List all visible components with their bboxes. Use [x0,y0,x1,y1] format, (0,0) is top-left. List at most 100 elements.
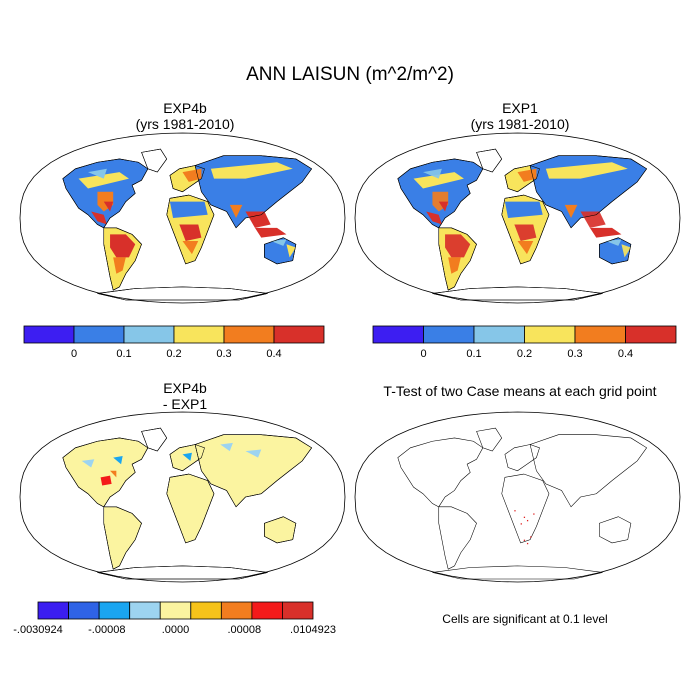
panel3-europe-coast [169,444,205,472]
panel3-colorbar-box-7 [251,601,283,620]
panel2-greenland-coast [476,148,503,173]
panel1-colorbar-tick-label-3: 0.3 [216,348,232,360]
panel2-colorbar-tick-label-2: 0.2 [516,348,533,360]
panel4-north-america [397,437,484,508]
panel3-title: EXP4b - EXP1 [40,380,330,412]
panel1-canada-light [88,168,107,179]
panel3-colorbar-tick-label-1: -.00008 [88,624,126,636]
panel1-colorbar-box-2 [123,325,175,344]
panel4-significant-cell-4 [523,539,526,541]
panel4-map-background [355,412,680,582]
panel4-significant-cell-6 [533,513,535,515]
panel1-sahara-blue [169,201,208,218]
panel3-colorbar-box-8 [281,601,314,620]
panel3-us-orange [110,470,117,478]
panel1-south-america-coast [103,227,142,291]
panel2-colorbar-box-4 [574,325,626,344]
panel1-amazon-high [110,234,136,258]
panel1-indonesia [254,227,287,238]
panel4-title-line1: T-Test of two Case means at each grid po… [383,383,657,399]
panel3-land [62,427,313,580]
panel2-india-yellow [564,204,578,218]
panel2-central-america [426,211,442,225]
panel1-title: EXP4b (yrs 1981-2010) [40,100,330,132]
panel2-boreal-yellow [413,172,464,189]
panel4-significant-cell-3 [530,536,532,538]
panel2-colorbar-box-2 [473,325,525,344]
chart-main-title: ANN LAISUN (m^2/m^2) [246,64,454,85]
panel1-colorbar-box-1 [73,325,125,344]
panel4-significant-cell-7 [526,542,529,545]
panel4-significant-cell-0 [523,516,526,518]
panel2-colorbar-tick-label-4: 0.4 [617,348,634,360]
panel1-greenland-coast [141,148,168,173]
panel3-greenland-coast [141,427,168,452]
panel2-sahara-blue [504,201,543,218]
panel1-siberia-yellow [210,162,293,179]
panel1-colorbar-tick-label-2: 0.2 [166,348,182,360]
panel4-asia [529,434,648,508]
panel1-colorbar-box-4 [223,325,275,344]
panel2-us-southeast [438,201,449,212]
panel1-europe-coast [169,165,205,193]
panel2-title-line2: (yrs 1981-2010) [470,116,570,132]
panel3-africa-coast [166,473,215,544]
panel2-title-line1: EXP1 [502,100,538,116]
panel1-asia-coast [194,155,313,229]
panel1-land [62,148,313,301]
panel1-colorbar-tick-label-1: 0.1 [116,348,132,360]
panel3-colorbar-tick-label-2: .0000 [161,624,190,636]
panel4-australia [599,516,632,544]
panel2-canada-light [423,168,442,179]
panel2-asia-coast [529,155,648,229]
panel3-colorbar [37,601,314,620]
panel1-se-asia-red [245,211,271,228]
panel2-se-asia-red [580,211,606,228]
panel3-asia-coast [194,434,313,508]
panel2-colorbar-tick-label-1: 0.1 [466,348,482,360]
panel2-indonesia [589,227,622,238]
panel2-map-outline [354,132,681,304]
panel2-colorbar-box-5 [625,325,677,344]
panel2-amazon-mid [448,257,461,274]
panel2-title: EXP1 (yrs 1981-2010) [380,100,660,132]
panel3-canada-lightblue [81,459,95,468]
panel4-greenland [476,427,503,452]
panel3-colorbar-box-4 [159,601,192,620]
panel3-south-america-coast [103,506,142,570]
panel3-colorbar-box-1 [68,601,100,620]
panel2-north-america-coast [397,158,484,229]
panel1-colorbar-box-0 [23,325,75,344]
panel1-amazon-mid [113,257,126,274]
panel1-colorbar [23,325,325,344]
panel3-siberia-blue [220,442,233,452]
panel1-colorbar-tick-label-0: 0 [70,348,78,360]
panel2-africa-mid [517,240,534,255]
panel3-colorbar-tick-label-3: .00008 [227,624,262,636]
panel2-australia-coast [599,237,632,265]
panel3-colorbar-box-3 [129,601,161,620]
panel2-africa-coast [501,194,550,265]
panel2-colorbar-box-3 [524,325,576,344]
panel3-canada-blue [113,456,123,465]
panel3-asia-blue [245,449,262,458]
panel3-map-outline [19,411,346,583]
panel1-central-america [91,211,107,225]
panel2-amazon-high [445,234,471,258]
panel1-boreal-yellow [78,172,129,189]
panel2-europe-coast [504,165,540,193]
panel1-north-america-coast [62,158,149,229]
panel3-europe-blue [182,452,192,461]
panel2-south-america-coast [438,227,477,291]
panel2-siberia-yellow [545,162,628,179]
panel3-australia-coast [264,516,297,544]
panel4-antarctica [432,565,603,580]
panel3-colorbar-box-2 [98,601,131,620]
panel2-antarctica-coast [432,286,603,301]
panel4-land [397,427,648,580]
panel2-colorbar-tick-label-3: 0.3 [567,348,583,360]
panel4-south-america [438,506,477,570]
panel3-colorbar-tick-label-0: -.0030924 [13,624,63,636]
panel2-land [397,148,648,301]
